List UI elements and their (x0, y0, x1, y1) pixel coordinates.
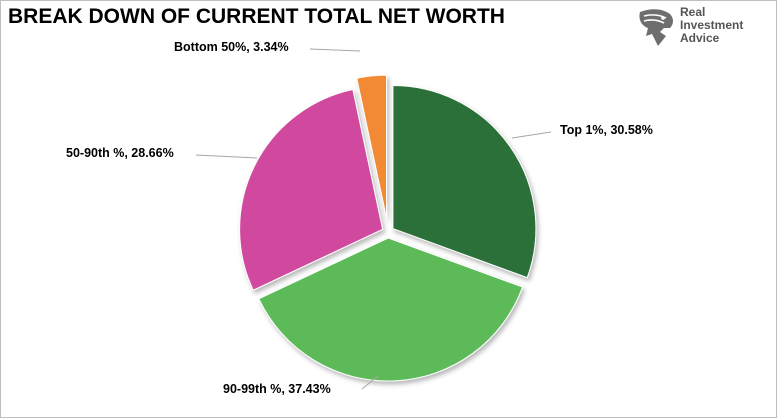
leader-line (309, 48, 361, 52)
data-label: 90-99th %, 37.43% (223, 382, 331, 396)
data-label: Bottom 50%, 3.34% (174, 40, 289, 54)
pie-slice-50-90th (239, 88, 384, 291)
leader-line (195, 154, 258, 159)
data-labels: Top 1%, 30.58% 90-99th %, 37.43% 50-90th %… (66, 40, 653, 396)
pie-slice-bottom-50 (356, 74, 388, 219)
data-label: Top 1%, 30.58% (560, 123, 653, 137)
logo-text: Real Investment Advice (680, 6, 743, 45)
data-label: 50-90th %, 28.66% (66, 146, 174, 160)
logo-line-1: Real (680, 5, 706, 19)
eagle-head-icon (639, 9, 673, 46)
leader-line (361, 375, 379, 390)
pie-slice-top-1 (392, 85, 537, 279)
logo-line-3: Advice (680, 31, 720, 45)
leader-lines (195, 48, 552, 390)
brand-logo: Real Investment Advice (636, 6, 766, 48)
logo-line-2: Investment (680, 18, 744, 32)
pie-slices (239, 74, 537, 382)
pie-slice-90-99th (258, 237, 524, 382)
leader-line (511, 131, 552, 139)
chart-title: BREAK DOWN OF CURRENT TOTAL NET WORTH (8, 5, 505, 28)
